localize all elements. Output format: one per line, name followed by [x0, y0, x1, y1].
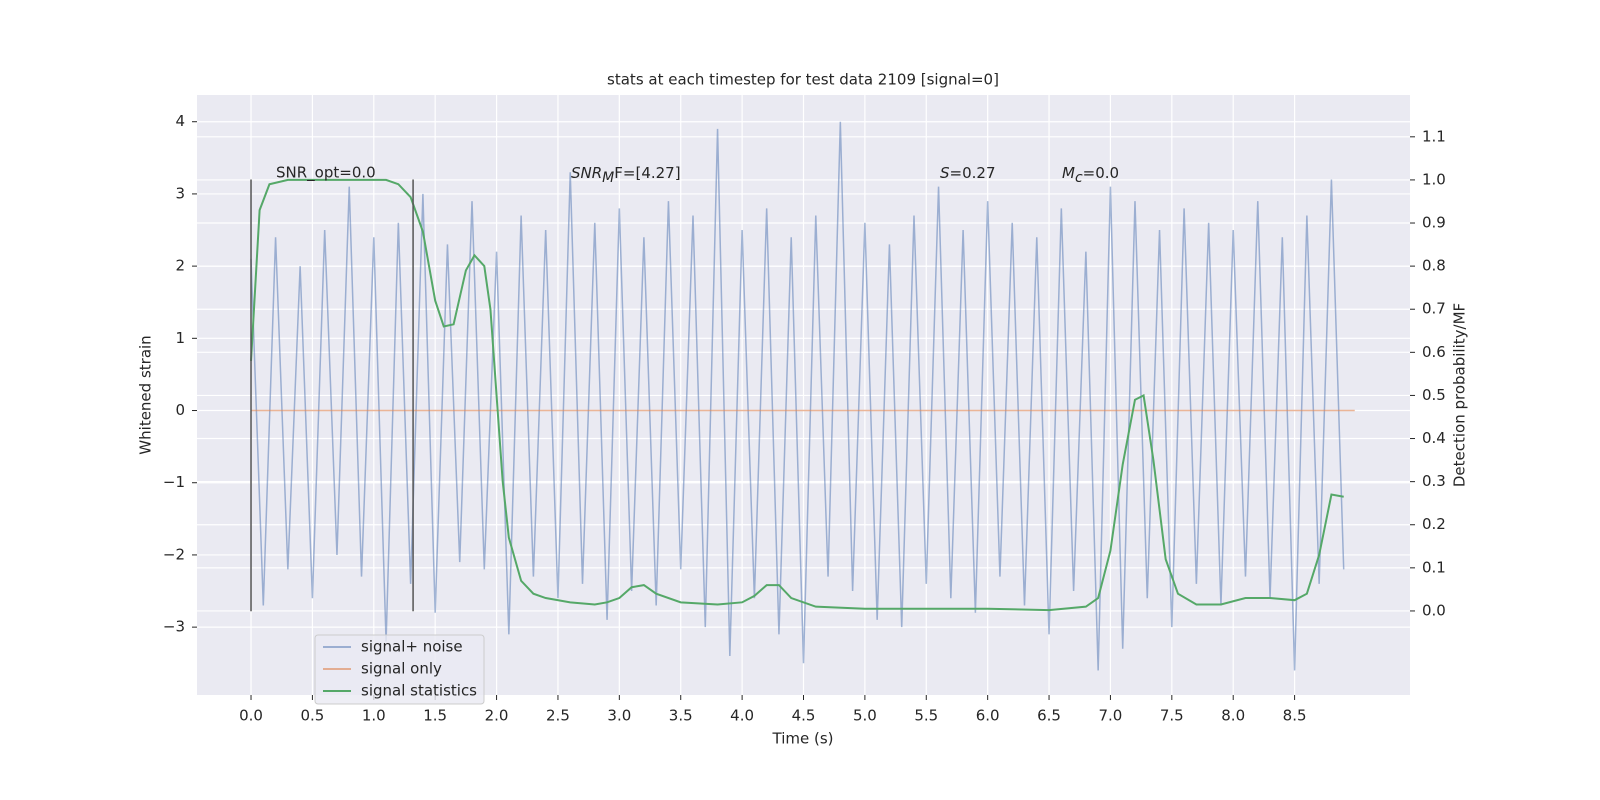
legend-label: signal statistics	[361, 682, 477, 700]
y2-tick-label: 0.0	[1422, 601, 1446, 619]
y2-axis-label: Detection probability/MF	[1451, 303, 1469, 487]
x-tick-label: 2.0	[485, 707, 509, 725]
x-tick-label: 7.5	[1160, 707, 1184, 725]
annotation-tail: =0.0	[1083, 164, 1119, 182]
annotation-base: S	[940, 164, 950, 182]
x-tick-label: 1.0	[362, 707, 386, 725]
y-tick-label: −1	[163, 473, 185, 491]
y-tick-label: 0	[175, 401, 185, 419]
legend-label: signal+ noise	[361, 638, 463, 656]
y2-tick-label: 0.6	[1422, 343, 1446, 361]
x-tick-label: 0.5	[300, 707, 324, 725]
annotation-tail: F=[4.27]	[614, 164, 680, 182]
x-axis-label: Time (s)	[772, 730, 834, 748]
y-tick-label: 1	[175, 329, 185, 347]
y-tick-label: 2	[175, 257, 185, 275]
x-tick-label: 3.5	[669, 707, 693, 725]
x-tick-label: 0.0	[239, 707, 263, 725]
x-tick-label: 5.5	[914, 707, 938, 725]
x-tick-label: 1.5	[423, 707, 447, 725]
y2-tick-label: 0.2	[1422, 515, 1446, 533]
annotation: SNR_opt=0.0	[276, 164, 376, 183]
x-tick-label: 4.0	[730, 707, 754, 725]
annotation: Mc=0.0	[1062, 164, 1119, 187]
chart-title: stats at each timestep for test data 210…	[607, 71, 999, 89]
y2-tick-label: 0.7	[1422, 300, 1446, 318]
x-tick-label: 6.5	[1037, 707, 1061, 725]
y-tick-label: 3	[175, 184, 185, 202]
annotation-base: SNR	[571, 164, 602, 182]
y2-tick-label: 0.1	[1422, 558, 1446, 576]
x-tick-label: 3.0	[607, 707, 631, 725]
x-tick-label: 6.0	[976, 707, 1000, 725]
legend-box	[314, 634, 485, 705]
x-tick-label: 7.0	[1099, 707, 1123, 725]
y2-tick-label: 0.8	[1422, 257, 1446, 275]
series-line	[250, 178, 1344, 612]
legend-label: signal only	[361, 660, 442, 678]
y2-tick-label: 0.9	[1422, 214, 1446, 232]
annotation-tail: =0.27	[950, 164, 996, 182]
y2-tick-label: 0.3	[1422, 472, 1446, 490]
x-tick-label: 8.5	[1283, 707, 1307, 725]
y2-tick-label: 0.5	[1422, 386, 1446, 404]
y2-tick-label: 0.4	[1422, 429, 1446, 447]
annotation-base: M	[1062, 164, 1075, 182]
y-tick-label: −3	[163, 618, 185, 636]
y2-tick-label: 1.0	[1422, 170, 1446, 188]
annotation-sub: M	[602, 170, 614, 186]
y-axis-label: Whitened strain	[137, 335, 155, 454]
annotation-sub: c	[1075, 170, 1083, 186]
x-tick-label: 4.5	[792, 707, 816, 725]
x-tick-label: 2.5	[546, 707, 570, 725]
y-tick-label: −2	[163, 545, 185, 563]
annotation: SNRMF=[4.27]	[571, 164, 681, 187]
series-line	[250, 121, 1345, 671]
annotation: S=0.27	[940, 164, 996, 182]
y2-tick-label: 1.1	[1422, 127, 1446, 145]
x-tick-label: 5.0	[853, 707, 877, 725]
x-tick-label: 8.0	[1221, 707, 1245, 725]
y-tick-label: 4	[175, 112, 185, 130]
